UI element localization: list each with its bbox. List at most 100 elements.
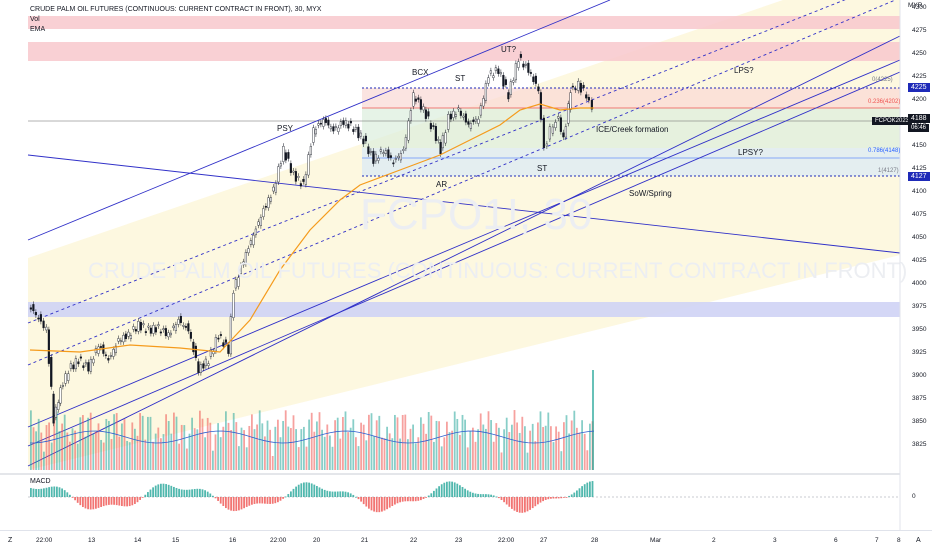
price-chart[interactable] bbox=[0, 0, 932, 530]
macd-bar bbox=[531, 497, 534, 509]
candle-body bbox=[154, 327, 157, 333]
macd-bar bbox=[459, 485, 461, 497]
volume-bar bbox=[141, 415, 144, 470]
candle-body bbox=[322, 119, 325, 127]
macd-bar bbox=[165, 484, 167, 497]
annotation-ar[interactable]: AR bbox=[436, 180, 448, 189]
volume-bar bbox=[386, 426, 388, 470]
macd-bar bbox=[511, 497, 513, 509]
volume-bar bbox=[58, 431, 61, 470]
candle-body bbox=[312, 127, 315, 143]
volume-bar bbox=[563, 422, 565, 470]
candle-body bbox=[287, 152, 290, 159]
macd-bar bbox=[453, 482, 456, 497]
price-axis-label: 4150 bbox=[912, 142, 927, 149]
candle-body bbox=[54, 406, 57, 418]
annotation-lps[interactable]: LPS? bbox=[734, 66, 754, 75]
candle-body bbox=[119, 340, 122, 343]
volume-bar bbox=[63, 414, 66, 470]
macd-bar bbox=[222, 497, 225, 506]
legend-ema[interactable]: EMA bbox=[30, 26, 46, 33]
candlesticks bbox=[29, 51, 593, 427]
macd-bar bbox=[43, 488, 45, 497]
candle-body bbox=[522, 63, 525, 68]
volume-bar bbox=[204, 437, 206, 470]
volume-bar bbox=[339, 438, 342, 470]
macd-bar bbox=[300, 483, 303, 497]
volume-bar bbox=[282, 420, 284, 470]
macd-bar bbox=[196, 488, 199, 497]
macd-bar bbox=[35, 488, 37, 497]
volume-bar bbox=[134, 428, 136, 470]
candle-body bbox=[202, 363, 205, 369]
legend-title[interactable]: CRUDE PALM OIL FUTURES (CONTINUOUS: CURR… bbox=[30, 6, 322, 13]
volume-bar bbox=[417, 437, 420, 470]
volume-bar bbox=[37, 418, 40, 470]
annotation-ice[interactable]: ICE/Creek formation bbox=[596, 125, 669, 134]
date-label: 22 bbox=[410, 537, 418, 544]
candle-body bbox=[459, 110, 462, 116]
legend-macd[interactable]: MACD bbox=[30, 478, 51, 485]
volume-bar bbox=[170, 433, 173, 470]
macd-bar bbox=[175, 487, 178, 497]
candle-body bbox=[94, 348, 97, 353]
macd-bar bbox=[581, 486, 583, 497]
macd-bar bbox=[240, 497, 243, 510]
candle-body bbox=[57, 402, 60, 410]
volume-bar bbox=[329, 435, 331, 470]
volume-bar bbox=[147, 416, 149, 470]
macd-bar bbox=[490, 494, 492, 497]
volume-bar bbox=[121, 423, 123, 470]
macd-bar bbox=[100, 497, 102, 507]
candle-body bbox=[314, 129, 317, 135]
macd-bar bbox=[534, 497, 537, 507]
volume-bar bbox=[539, 411, 542, 470]
volume-bar bbox=[290, 428, 292, 470]
candle-body bbox=[537, 86, 540, 92]
candle-body bbox=[374, 153, 377, 162]
macd-bar bbox=[334, 491, 336, 497]
candle-body bbox=[257, 221, 260, 226]
macd-bar bbox=[92, 497, 95, 510]
volume-bar bbox=[435, 420, 438, 470]
macd-bar bbox=[518, 497, 521, 513]
volume-bar bbox=[534, 441, 537, 470]
candle-body bbox=[32, 304, 35, 312]
candle-body bbox=[472, 119, 475, 122]
volume-bar bbox=[388, 433, 391, 470]
macd-bar bbox=[446, 481, 448, 497]
macd-bar bbox=[258, 497, 261, 504]
annotation-bcx[interactable]: BCX bbox=[412, 68, 429, 77]
time-axis[interactable] bbox=[0, 530, 932, 550]
auto-scale-button[interactable]: A bbox=[916, 537, 921, 544]
channel-line bbox=[27, 35, 901, 467]
macd-bar bbox=[128, 497, 131, 507]
candle-body bbox=[434, 126, 437, 141]
volume-bar bbox=[459, 434, 461, 470]
range-box-lower bbox=[362, 148, 900, 176]
annotation-st-bottom[interactable]: ST bbox=[537, 164, 548, 173]
volume-bar bbox=[318, 412, 321, 470]
volume-bar-last bbox=[592, 370, 594, 470]
volume-bar bbox=[316, 421, 318, 470]
annotation-sow[interactable]: SoW/Spring bbox=[629, 189, 672, 198]
annotation-ut[interactable]: UT? bbox=[501, 45, 517, 54]
legend-vol[interactable]: Vol bbox=[30, 16, 40, 23]
candle-body bbox=[217, 337, 220, 340]
candle-body bbox=[104, 354, 107, 357]
macd-bar bbox=[391, 497, 394, 507]
candle-body bbox=[479, 105, 482, 116]
candle-body bbox=[29, 307, 32, 310]
macd-bar bbox=[583, 484, 586, 497]
volume-bar bbox=[284, 410, 287, 470]
macd-bar bbox=[313, 484, 316, 497]
candle-body bbox=[274, 183, 277, 193]
annotation-psy[interactable]: PSY bbox=[277, 124, 294, 133]
macd-bar bbox=[466, 490, 469, 497]
volume-bar bbox=[113, 414, 115, 470]
countdown-tag: 06:46 bbox=[908, 124, 930, 132]
annotation-lpsy[interactable]: LPSY? bbox=[738, 148, 763, 157]
volume-bar bbox=[180, 424, 183, 470]
zoom-left-button[interactable]: Z bbox=[8, 537, 13, 544]
annotation-st-top[interactable]: ST bbox=[455, 74, 466, 83]
